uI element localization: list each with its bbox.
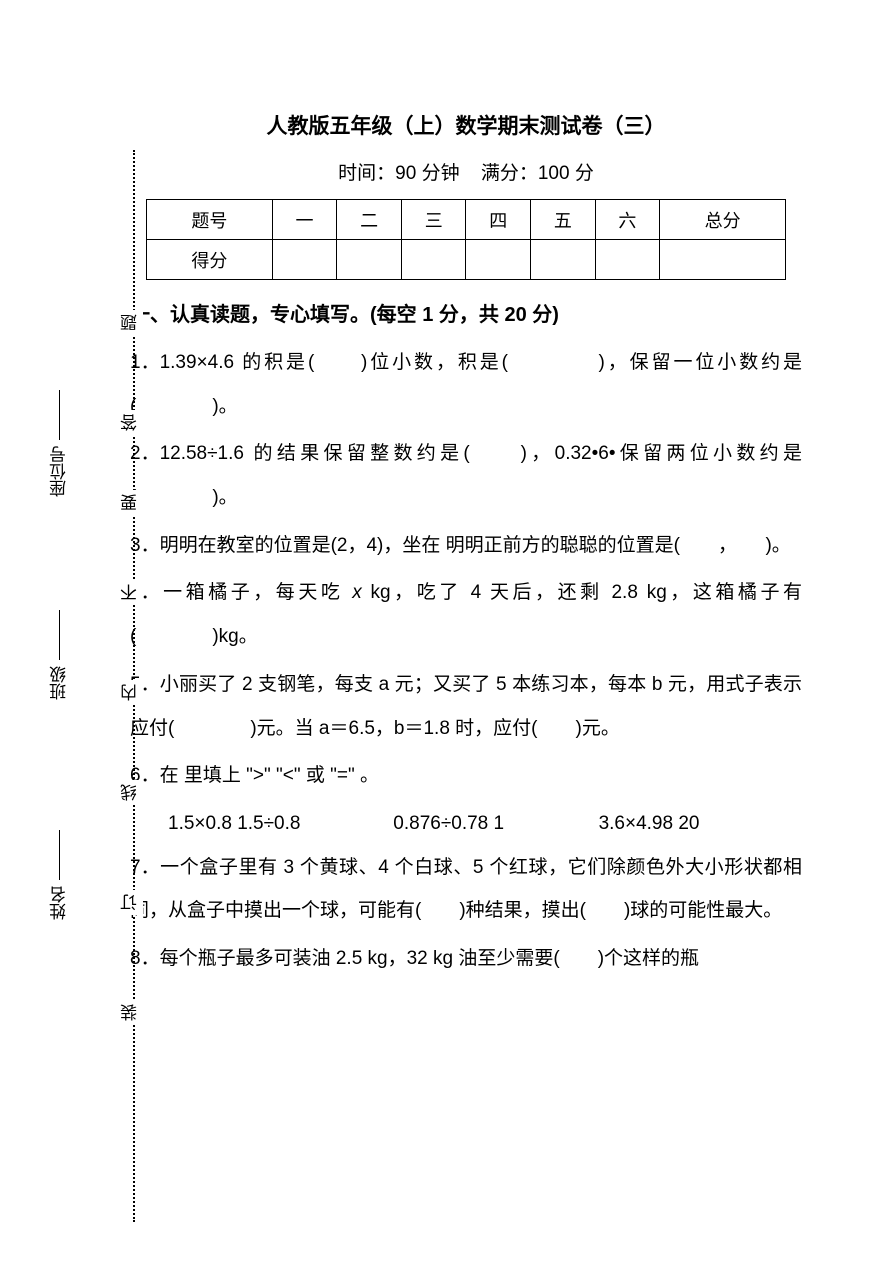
q6-text: 在 里填上 ">" "<" 或 "=" 。: [160, 765, 379, 786]
page-subtitle: 时间：90 分钟 满分：100 分: [130, 158, 802, 185]
binding-char-bu: 不: [118, 580, 143, 605]
name-label-text: 姓名: [50, 886, 69, 920]
time-text: 时间：90 分钟: [338, 163, 459, 184]
table-row-header: 题号 一 二 三 四 五 六 总分: [147, 200, 786, 240]
question-1: 1．1.39×4.6 的积是( )位小数，积是( )，保留一位小数约是( )。: [130, 341, 802, 428]
class-label: 班级: [47, 610, 72, 700]
seat-label-text: 座位号: [50, 446, 69, 497]
q5-text: 小丽买了 2 支钢笔，每支 a 元；又买了 5 本练习本，每本 b 元，用式子表…: [130, 674, 802, 739]
q1-text: 1.39×4.6 的积是( )位小数，积是( )，保留一位小数约是( )。: [130, 352, 802, 417]
question-5: 5．小丽买了 2 支钢笔，每支 a 元；又买了 5 本练习本，每本 b 元，用式…: [130, 663, 802, 750]
question-6: 6．在 里填上 ">" "<" 或 "=" 。: [130, 754, 802, 798]
td-score-label: 得分: [147, 240, 273, 280]
binding-char-nei: 内: [118, 680, 143, 705]
fullmark-text: 满分：100 分: [481, 163, 594, 184]
q2-text: 12.58÷1.6 的结果保留整数约是( )，0.32•6•保留两位小数约是( …: [130, 443, 802, 508]
td-blank: [660, 240, 786, 280]
q4-x: x: [352, 582, 362, 603]
th-6: 六: [595, 200, 660, 240]
q8-text: 每个瓶子最多可装油 2.5 kg，32 kg 油至少需要( )个这样的瓶: [160, 948, 699, 969]
td-blank: [337, 240, 402, 280]
binding-char-ding: 订: [118, 890, 143, 915]
td-blank: [272, 240, 337, 280]
seat-label: 座位号: [47, 390, 72, 497]
th-label: 题号: [147, 200, 273, 240]
th-3: 三: [401, 200, 466, 240]
question-2: 2．12.58÷1.6 的结果保留整数约是( )，0.32•6•保留两位小数约是…: [130, 432, 802, 519]
question-6-row: 1.5×0.8 1.5÷0.8 0.876÷0.78 1 3.6×4.98 20: [130, 802, 802, 846]
binding-char-yao: 要: [118, 490, 143, 515]
td-blank: [466, 240, 531, 280]
th-2: 二: [337, 200, 402, 240]
class-label-text: 班级: [50, 666, 69, 700]
binding-char-zhuang: 装: [118, 1000, 143, 1025]
question-7: 7．一个盒子里有 3 个黄球、4 个白球、5 个红球，它们除颜色外大小形状都相同…: [130, 846, 802, 933]
binding-char-ti: 题: [118, 310, 143, 335]
th-1: 一: [272, 200, 337, 240]
q7-text: 一个盒子里有 3 个黄球、4 个白球、5 个红球，它们除颜色外大小形状都相同，从…: [130, 857, 802, 922]
question-4: 4．一箱橘子，每天吃 x kg，吃了 4 天后，还剩 2.8 kg，这箱橘子有(…: [130, 571, 802, 658]
th-4: 四: [466, 200, 531, 240]
name-label: 姓名: [47, 830, 72, 920]
binding-char-da: 答: [118, 410, 143, 435]
td-blank: [595, 240, 660, 280]
q4-a: 一箱橘子，每天吃: [160, 582, 353, 603]
td-blank: [531, 240, 596, 280]
binding-strip: 题 答 要 不 内 线 订 装 座位号 班级 姓名: [75, 150, 135, 1222]
table-row-score: 得分: [147, 240, 786, 280]
score-table: 题号 一 二 三 四 五 六 总分 得分: [146, 199, 786, 280]
q6-c2: 0.876÷0.78 1: [393, 802, 593, 846]
th-total: 总分: [660, 200, 786, 240]
q6-c1: 1.5×0.8 1.5÷0.8: [168, 802, 388, 846]
td-blank: [401, 240, 466, 280]
th-5: 五: [531, 200, 596, 240]
q3-text: 明明在教室的位置是(2，4)，坐在 明明正前方的聪聪的位置是( ， )。: [160, 535, 791, 556]
q6-c3: 3.6×4.98 20: [599, 802, 700, 846]
page-title: 人教版五年级（上）数学期末测试卷（三）: [130, 110, 802, 140]
binding-char-xian: 线: [118, 780, 143, 805]
question-3: 3．明明在教室的位置是(2，4)，坐在 明明正前方的聪聪的位置是( ， )。: [130, 524, 802, 568]
question-8: 8．每个瓶子最多可装油 2.5 kg，32 kg 油至少需要( )个这样的瓶: [130, 937, 802, 981]
section-1-heading: 一、认真读题，专心填写。(每空 1 分，共 20 分): [130, 298, 802, 327]
